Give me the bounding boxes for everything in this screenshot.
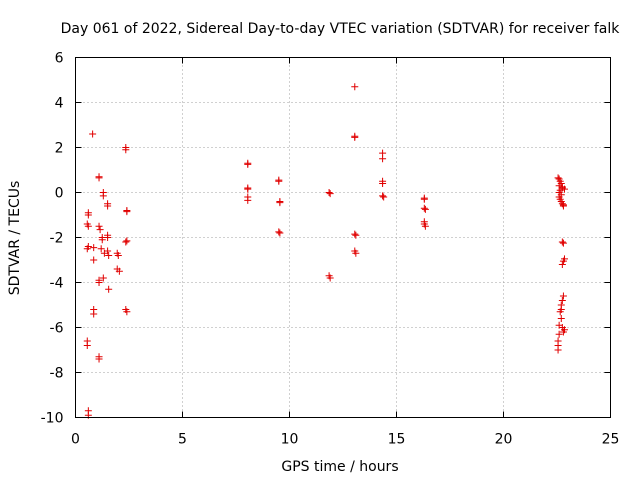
y-tick-label: -10 [41, 411, 64, 427]
data-point-marker [379, 180, 387, 187]
data-point-marker [380, 193, 388, 201]
y-tick-labels: -10 -8 -6 -4 -2 0 2 4 6 [41, 51, 64, 427]
data-point-marker [275, 228, 283, 236]
data-point-marker [420, 204, 428, 212]
data-point-marker [96, 226, 104, 234]
data-point-marker [421, 222, 429, 230]
data-point-marker [104, 247, 112, 255]
data-point-marker [95, 355, 103, 363]
data-point-marker [559, 292, 567, 300]
x-tick-labels: 0 5 10 15 20 25 [71, 432, 619, 448]
y-tick-label: -6 [50, 321, 64, 337]
data-point-marker [99, 274, 107, 282]
y-tick-label: 6 [55, 51, 64, 67]
x-axis-label: GPS time / hours [281, 459, 398, 475]
data-point-marker [244, 160, 252, 168]
data-point-marker [326, 190, 334, 198]
data-point-marker [89, 130, 97, 138]
data-point-marker [105, 252, 113, 259]
grid-lines [75, 57, 611, 418]
data-point-marker [560, 185, 568, 193]
data-point-marker [104, 234, 112, 241]
data-point-marker [559, 239, 567, 247]
data-point-marker [351, 83, 359, 91]
data-point-marker [352, 249, 360, 257]
data-point-marker [122, 146, 130, 154]
data-point-marker [244, 185, 252, 193]
data-point-marker [99, 192, 107, 200]
data-point-marker [420, 194, 428, 202]
data-point-marker [555, 330, 563, 338]
data-point-marker [90, 256, 98, 264]
y-axis-label: SDTVAR / TECUs [7, 181, 23, 296]
data-point-marker [84, 211, 92, 219]
data-point-marker [559, 257, 567, 265]
x-tick-label: 0 [71, 432, 80, 448]
data-point-marker [123, 237, 131, 245]
x-tick-label: 25 [602, 432, 620, 448]
chart-title: Day 061 of 2022, Sidereal Day-to-day VTE… [61, 21, 621, 37]
x-tick-label: 15 [388, 432, 406, 448]
data-point-marker [83, 342, 91, 349]
data-points [83, 83, 568, 419]
data-point-marker [421, 205, 429, 213]
data-point-marker [276, 229, 284, 237]
data-point-marker [325, 189, 333, 196]
data-point-marker [95, 174, 103, 182]
data-point-marker [559, 328, 567, 336]
data-point-marker [105, 285, 113, 293]
data-point-marker [557, 315, 565, 322]
data-point-marker [95, 279, 103, 286]
data-point-marker [115, 267, 123, 275]
data-point-marker [123, 208, 131, 216]
y-tick-label: -8 [50, 366, 64, 382]
y-tick-label: -4 [50, 276, 64, 292]
data-point-marker [556, 308, 564, 316]
data-point-marker [326, 274, 334, 282]
data-point-marker [558, 297, 566, 304]
data-point-marker [352, 231, 360, 239]
data-point-marker [97, 245, 105, 253]
data-point-marker [351, 133, 359, 141]
x-tick-label: 10 [281, 432, 299, 448]
data-point-marker [83, 245, 91, 253]
data-point-marker [379, 192, 387, 200]
y-tick-label: 4 [55, 96, 64, 112]
data-point-marker [114, 252, 122, 259]
data-point-marker [554, 346, 562, 354]
y-tick-label: 0 [55, 186, 64, 202]
data-point-marker [379, 155, 387, 163]
y-tick-label: -2 [50, 231, 64, 247]
y-tick-label: 2 [55, 141, 64, 157]
data-point-marker [84, 222, 92, 230]
data-point-marker [95, 222, 103, 230]
data-point-marker [275, 177, 283, 185]
x-tick-label: 20 [495, 432, 513, 448]
data-point-marker [558, 261, 566, 268]
data-point-marker [276, 199, 284, 207]
data-point-marker [90, 244, 98, 252]
data-point-marker [351, 230, 359, 238]
data-point-marker [558, 238, 566, 246]
data-point-marker [123, 308, 131, 316]
plot-frame [75, 57, 611, 418]
data-point-marker [244, 196, 252, 204]
data-point-marker [122, 238, 130, 246]
data-point-marker [90, 310, 98, 318]
x-tick-label: 5 [178, 432, 187, 448]
data-point-marker [559, 202, 567, 210]
data-point-marker [104, 202, 112, 210]
